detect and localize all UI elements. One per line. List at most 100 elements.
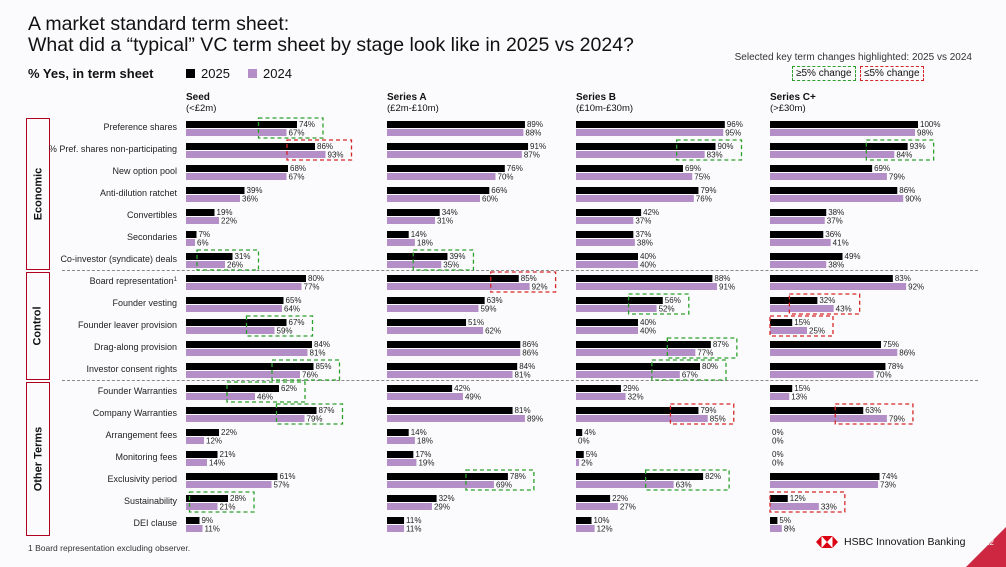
bar-2024 [186, 239, 195, 246]
value-label-2025: 78% [887, 362, 903, 371]
bar-2024 [186, 415, 305, 422]
term-label: Founder Warranties [98, 386, 178, 396]
chart-subtitle: % Yes, in term sheet [28, 66, 154, 81]
bar-2024 [387, 393, 463, 400]
value-label-2024: 38% [828, 261, 844, 270]
group-separator [62, 380, 978, 381]
bar-2025 [186, 385, 279, 392]
value-label-2025: 81% [515, 406, 531, 415]
value-label-2025: 62% [281, 384, 297, 393]
value-label-2025: 86% [317, 142, 333, 151]
value-label-2024: 79% [889, 173, 905, 182]
bar-2025 [387, 429, 409, 436]
value-label-2024: 38% [637, 239, 653, 248]
value-label-2024: 29% [434, 503, 450, 512]
value-label-2024: 91% [719, 283, 735, 292]
bar-2024 [576, 305, 657, 312]
highlight-box [865, 139, 935, 161]
value-label-2024: 83% [707, 151, 723, 160]
bar-2024 [186, 349, 308, 356]
bar-2024 [770, 239, 831, 246]
bar-2025 [770, 385, 793, 392]
value-label-2025: 80% [308, 274, 324, 283]
value-label-2025: 22% [221, 428, 237, 437]
bar-2024 [387, 305, 479, 312]
bar-2025 [387, 187, 490, 194]
value-label-2025: 87% [713, 340, 729, 349]
value-label-2025: 82% [705, 472, 721, 481]
bar-2025 [770, 143, 908, 150]
value-label-2024: 88% [525, 129, 541, 138]
value-label-2025: 93% [910, 142, 926, 151]
bar-2025 [387, 209, 440, 216]
bar-2025 [186, 231, 197, 238]
bar-2024 [186, 151, 326, 158]
value-label-2024: 93% [328, 151, 344, 160]
value-label-2025: 79% [700, 186, 716, 195]
bar-2024 [576, 415, 708, 422]
bar-2024 [186, 327, 275, 334]
bar-2024 [387, 349, 521, 356]
bar-2024 [770, 129, 916, 136]
term-label: New option pool [112, 166, 177, 176]
value-label-2025: 74% [882, 472, 898, 481]
value-label-2024: 67% [289, 173, 305, 182]
value-label-2025: 74% [299, 120, 315, 129]
term-label: Drag-along provision [94, 342, 177, 352]
value-label-2025: 84% [314, 340, 330, 349]
bar-2025 [186, 121, 297, 128]
stage-name: Series C+ [770, 92, 816, 103]
value-label-2024: 21% [220, 503, 236, 512]
bar-2024 [576, 217, 634, 224]
value-label-2024: 41% [833, 239, 849, 248]
value-label-2024: 70% [498, 173, 514, 182]
bar-2024 [387, 437, 415, 444]
value-label-2024: 18% [417, 437, 433, 446]
value-label-2025: 69% [874, 164, 890, 173]
bar-2025 [186, 187, 245, 194]
value-label-2025: 22% [612, 494, 628, 503]
bar-2025 [770, 319, 793, 326]
bar-2024 [186, 371, 300, 378]
bar-2024 [770, 349, 898, 356]
stage-header-series-c: Series C+ (>£30m) [770, 92, 816, 114]
bar-2024 [770, 283, 907, 290]
value-label-2024: 2% [581, 459, 593, 468]
bar-2024 [576, 525, 595, 532]
bar-2025 [186, 275, 306, 282]
bar-2025 [770, 121, 918, 128]
value-label-2025: 51% [468, 318, 484, 327]
bar-2024 [387, 261, 442, 268]
highlight-up-key: ≥5% change [792, 66, 856, 81]
value-label-2025: 75% [883, 340, 899, 349]
bar-2025 [387, 341, 521, 348]
bar-2025 [387, 363, 518, 370]
bar-2025 [186, 341, 312, 348]
value-label-2025: 90% [718, 142, 734, 151]
value-label-2025: 67% [289, 318, 305, 327]
stage-name: Series B [576, 92, 617, 103]
value-label-2025: 42% [643, 208, 659, 217]
value-label-2024: 31% [437, 217, 453, 226]
bar-2025 [387, 473, 508, 480]
bar-2024 [576, 261, 638, 268]
bar-2024 [387, 283, 530, 290]
group-control: Control [26, 272, 50, 380]
bar-2024 [576, 283, 718, 290]
value-label-2024: 46% [257, 393, 273, 402]
term-label: Company Warranties [93, 408, 178, 418]
value-label-2024: 14% [209, 459, 225, 468]
group-other-terms: Other Terms [26, 382, 50, 536]
value-label-2024: 86% [899, 349, 915, 358]
value-label-2025: 49% [845, 252, 861, 261]
value-label-2025: 76% [507, 164, 523, 173]
value-label-2024: 52% [659, 305, 675, 314]
bar-2025 [186, 319, 287, 326]
bar-2025 [186, 165, 288, 172]
legend-2024: 2024 [248, 66, 292, 81]
value-label-2024: 79% [307, 415, 323, 424]
bar-2025 [770, 407, 864, 414]
bar-2025 [770, 495, 788, 502]
title-line-2: What did a “typical” VC term sheet by st… [28, 34, 634, 56]
value-label-2024: 13% [791, 393, 807, 402]
